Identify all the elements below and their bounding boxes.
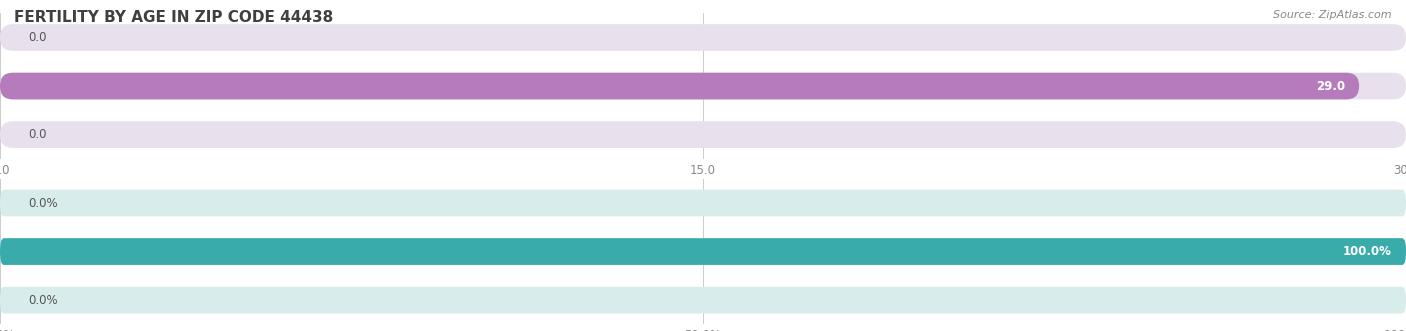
Text: 0.0%: 0.0%	[28, 294, 58, 307]
FancyBboxPatch shape	[0, 238, 1406, 265]
FancyBboxPatch shape	[0, 121, 1406, 148]
FancyBboxPatch shape	[0, 238, 1406, 265]
Text: 100.0%: 100.0%	[1343, 245, 1392, 258]
Text: Source: ZipAtlas.com: Source: ZipAtlas.com	[1274, 10, 1392, 20]
FancyBboxPatch shape	[0, 73, 1360, 99]
Text: 0.0: 0.0	[28, 31, 46, 44]
Text: 0.0: 0.0	[28, 128, 46, 141]
FancyBboxPatch shape	[0, 287, 1406, 313]
Text: 0.0%: 0.0%	[28, 197, 58, 210]
Text: 29.0: 29.0	[1316, 79, 1346, 93]
FancyBboxPatch shape	[0, 190, 1406, 216]
FancyBboxPatch shape	[0, 73, 1406, 99]
FancyBboxPatch shape	[0, 24, 1406, 51]
Text: FERTILITY BY AGE IN ZIP CODE 44438: FERTILITY BY AGE IN ZIP CODE 44438	[14, 10, 333, 25]
